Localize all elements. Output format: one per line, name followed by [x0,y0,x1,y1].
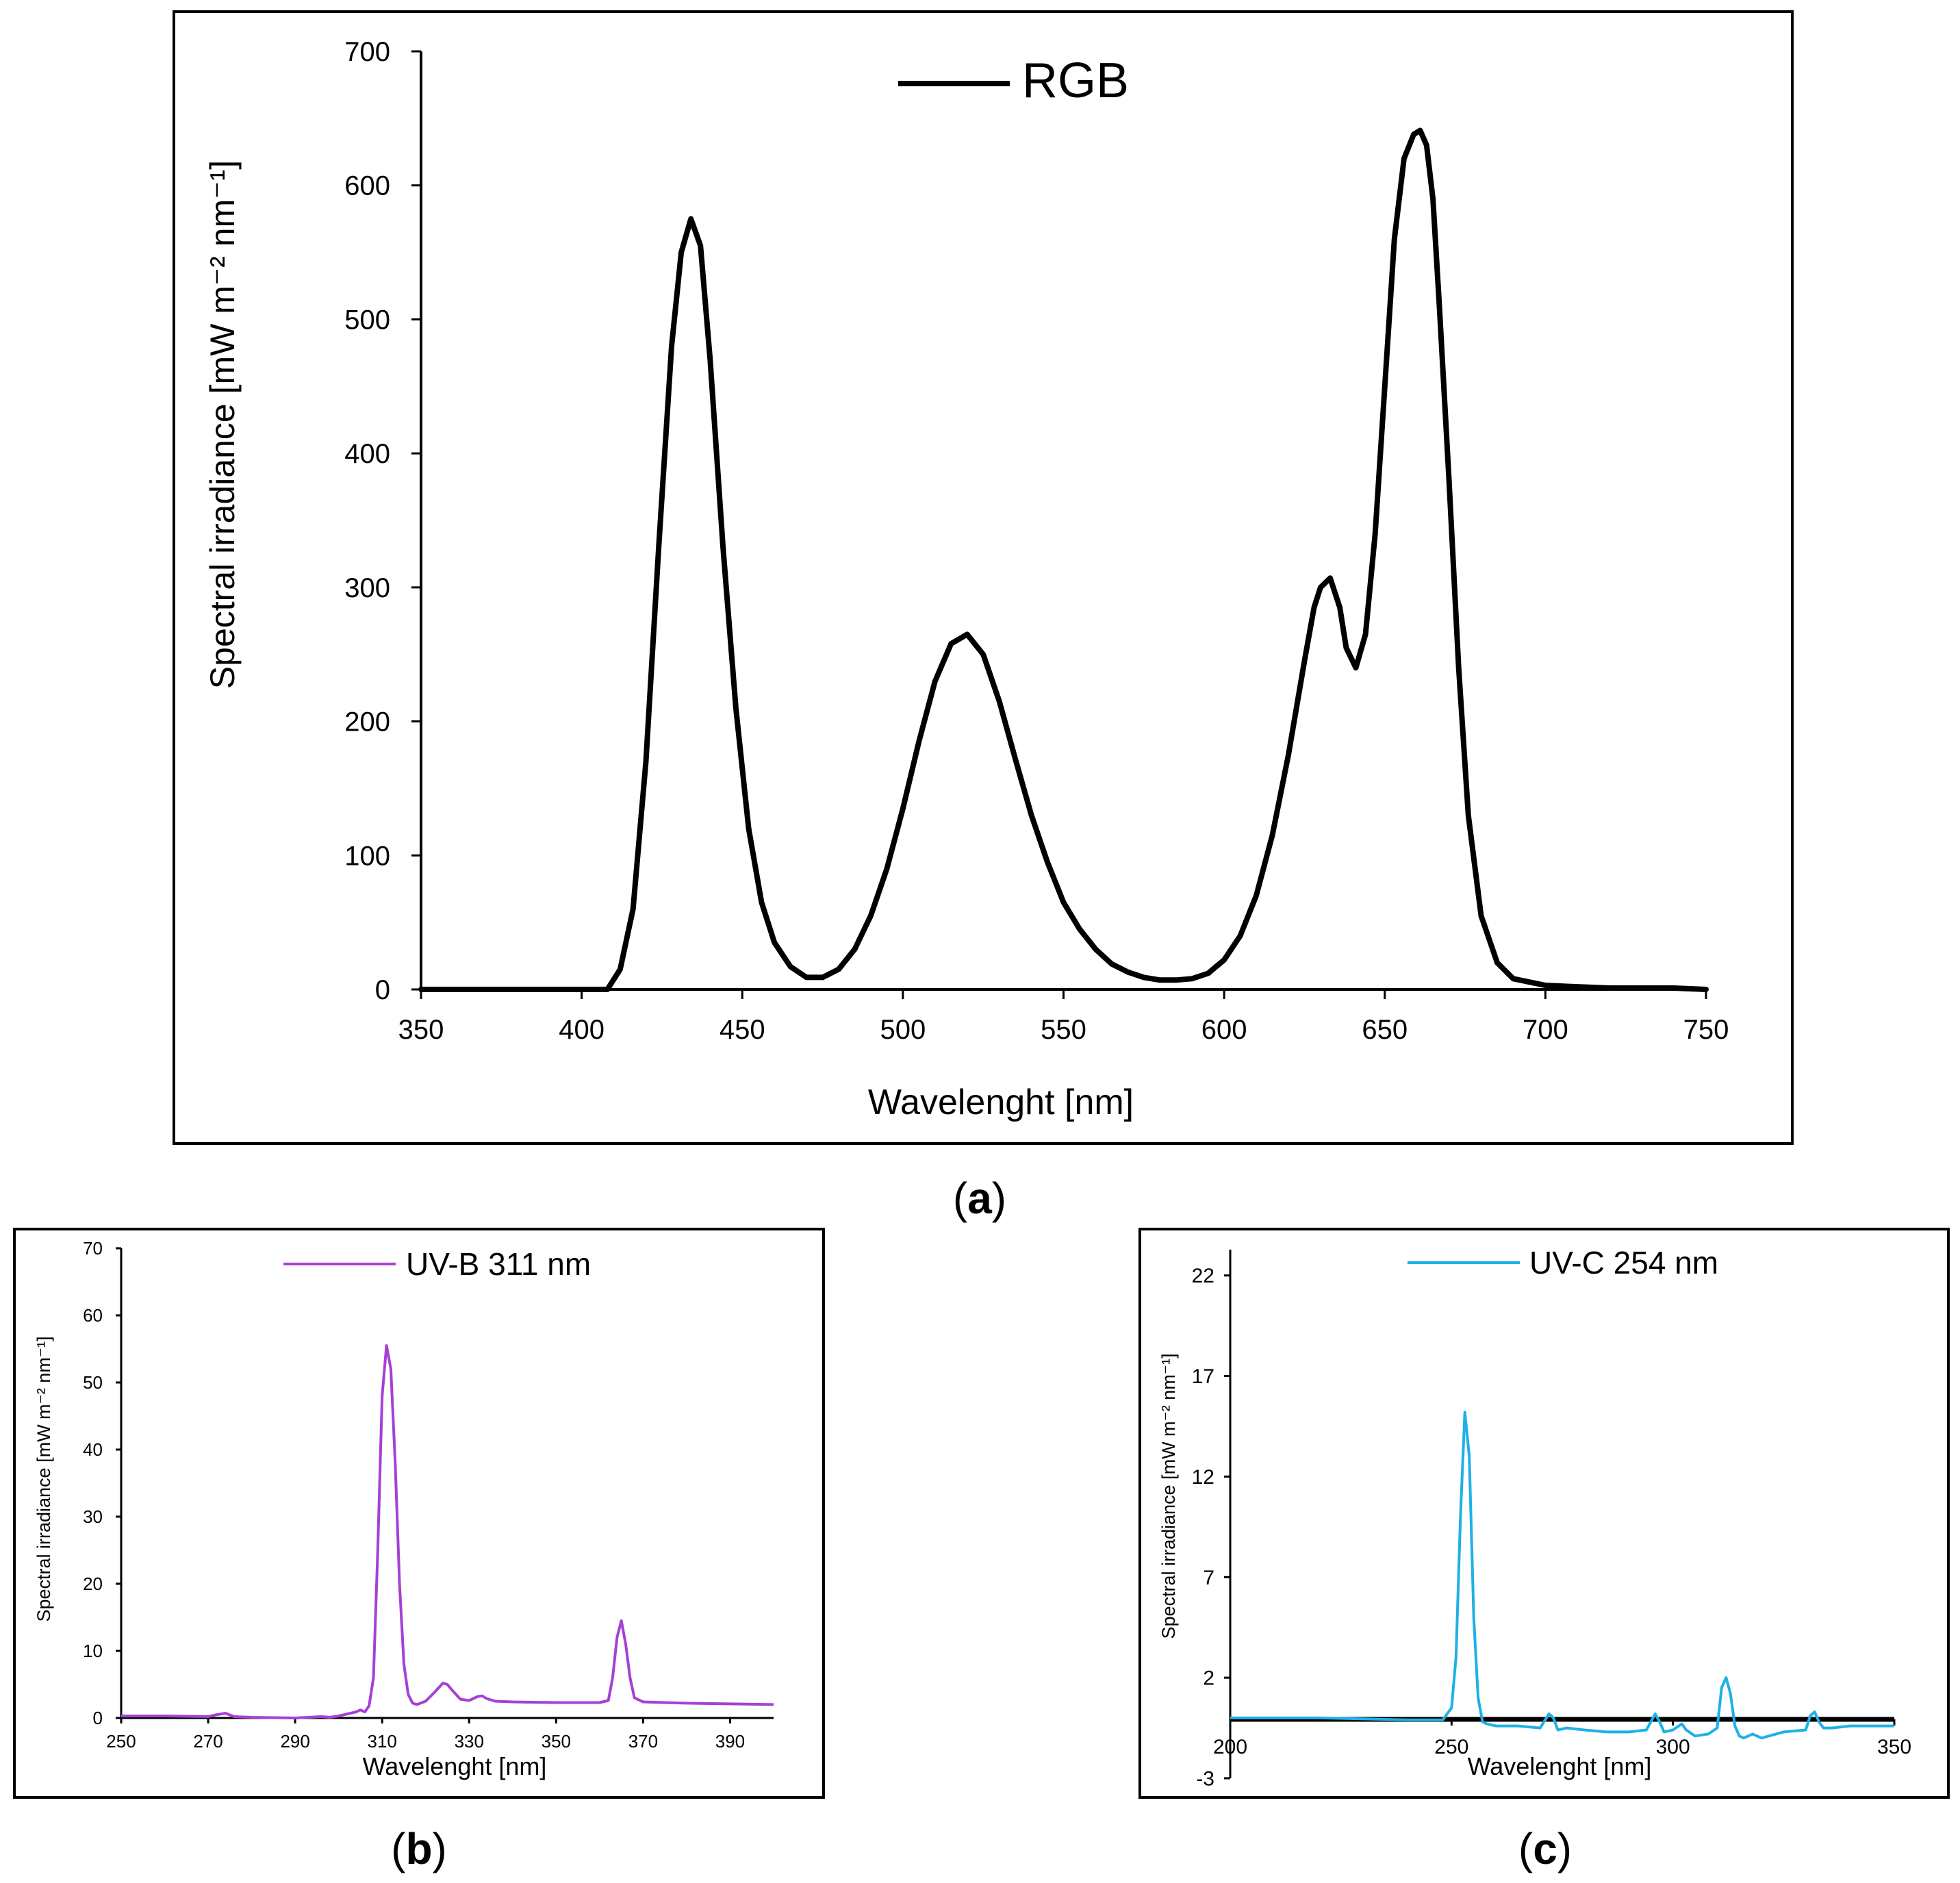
chart-c-x-tick-label: 300 [1656,1736,1690,1758]
chart-a-y-tick-label: 0 [375,975,390,1005]
chart-a-caption: (a) [953,1174,1006,1223]
chart-a-series-line [418,127,1709,992]
chart-b-legend-label: UV-B 311 nm [406,1246,591,1282]
chart-c-caption-letter: c [1533,1824,1557,1873]
chart-a-y-label: Spectral irradiance [mW m⁻² nm⁻¹] [203,160,242,689]
chart-c-caption: (c) [1518,1824,1572,1873]
chart-a: 350 400 450 500 550 600 650 700 750 0 100 200 300 400… [173,10,1794,1223]
chart-c-y-tick-label: 17 [1192,1365,1214,1388]
chart-c-x-label: Wavelenght [nm] [1468,1752,1652,1780]
chart-a-y-tick-label: 400 [344,439,390,469]
chart-b-y-label: Spectral irradiance [mW m⁻² nm⁻¹] [34,1336,54,1621]
chart-b-y-tick-label: 50 [83,1372,103,1393]
chart-a-x-tick-label: 750 [1683,1015,1729,1045]
chart-b-ticks: 250 270 290 310 330 350 370 390 0 10 20 30 40 50 60 70 [83,1238,745,1752]
chart-c-y-tick-label: -3 [1196,1768,1214,1791]
chart-c-legend-label: UV-C 254 nm [1529,1245,1718,1280]
chart-a-x-label: Wavelenght [nm] [868,1083,1134,1122]
chart-c-y-tick-label: 7 [1203,1567,1214,1589]
chart-b-caption: (b) [391,1824,447,1873]
chart-b-x-tick-label: 310 [368,1731,397,1752]
chart-b-y-tick-label: 30 [83,1506,103,1527]
chart-a-ticks: 350 400 450 500 550 600 650 700 750 0 100 200 300 400… [344,37,1729,1045]
chart-b-y-tick-label: 70 [83,1238,103,1259]
chart-a-x-tick-label: 700 [1523,1015,1568,1045]
chart-a-y-tick-label: 200 [344,707,390,737]
chart-a-caption-letter: a [967,1174,992,1223]
chart-b-x-tick-label: 270 [193,1731,222,1752]
chart-a-frame [173,10,1794,1145]
chart-a-x-tick-label: 550 [1041,1015,1086,1045]
chart-a-x-tick-label: 400 [559,1015,604,1045]
chart-b-x-tick-label: 330 [455,1731,484,1752]
chart-b-y-tick-label: 0 [93,1708,103,1728]
chart-b-y-tick-label: 10 [83,1641,103,1661]
chart-a-x-tick-label: 450 [720,1015,765,1045]
chart-a-x-tick-label: 350 [398,1015,444,1045]
chart-a-y-tick-label: 600 [344,171,390,201]
chart-a-legend-label: RGB [1022,53,1129,108]
chart-b-x-tick-label: 250 [106,1731,136,1752]
chart-b-x-tick-label: 370 [628,1731,658,1752]
chart-a-y-tick-label: 100 [344,841,390,871]
chart-c-y-tick-label: 22 [1192,1265,1214,1287]
chart-c-y-label: Spectral irradiance [mW m⁻² nm⁻¹] [1158,1353,1179,1639]
chart-b-y-tick-label: 60 [83,1305,103,1326]
chart-c-x-tick-label: 350 [1877,1736,1911,1758]
chart-b-x-tick-label: 350 [542,1731,571,1752]
chart-a-x-tick-label: 600 [1201,1015,1247,1045]
chart-b-y-tick-label: 40 [83,1439,103,1460]
chart-a-x-tick-label: 650 [1362,1015,1408,1045]
chart-b: 250 270 290 310 330 350 370 390010203040506070 … [13,1228,825,1873]
chart-c-frame [1138,1228,1950,1799]
chart-a-y-tick-label: 500 [344,305,390,335]
chart-c-y-tick-label: 2 [1203,1667,1214,1690]
chart-b-frame [13,1228,825,1799]
chart-c-x-tick-label: 250 [1434,1736,1468,1758]
chart-c-series-line [1230,1411,1894,1740]
chart-b-series-line [121,1344,774,1719]
chart-a-y-tick-label: 700 [344,37,390,67]
chart-b-y-tick-label: 20 [83,1574,103,1594]
chart-b-x-tick-label: 390 [715,1731,745,1752]
chart-c-y-tick-label: 12 [1192,1466,1214,1489]
chart-b-x-label: Wavelenght [nm] [363,1752,547,1780]
chart-a-x-tick-label: 500 [880,1015,926,1045]
chart-b-x-tick-label: 290 [280,1731,309,1752]
chart-a-y-tick-label: 300 [344,573,390,603]
chart-b-caption-letter: b [405,1824,432,1873]
